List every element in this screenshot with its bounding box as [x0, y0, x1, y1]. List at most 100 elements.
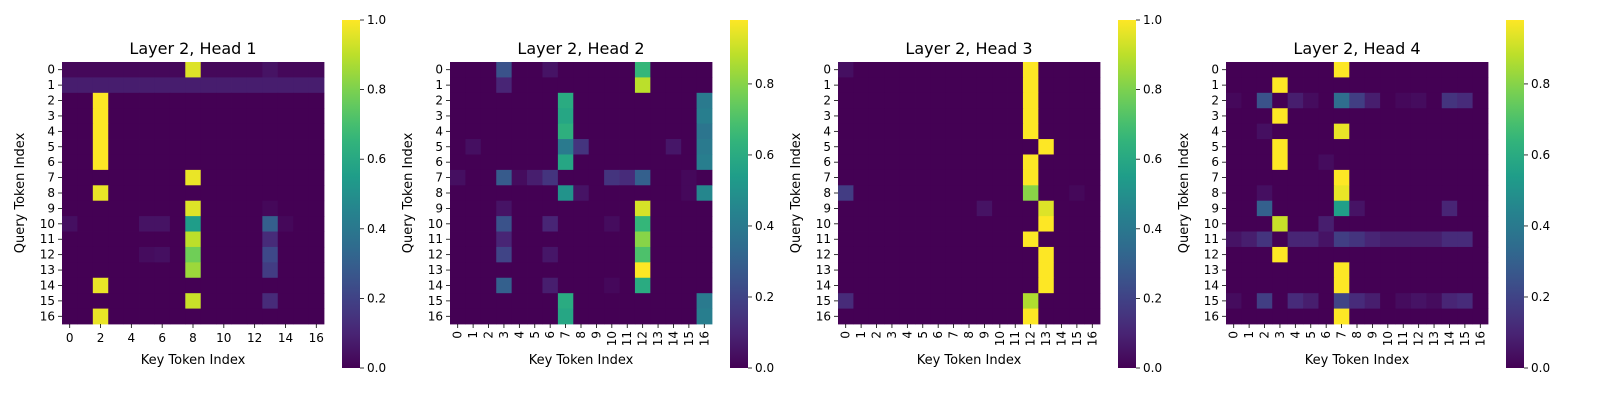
heatmap-cell: [1022, 200, 1039, 217]
heatmap-cell: [308, 216, 325, 232]
colorbar-tick-label: 0.0: [1143, 361, 1162, 375]
heatmap-cell: [1272, 123, 1289, 140]
heatmap-cell: [619, 293, 636, 309]
heatmap-cell: [1256, 293, 1273, 309]
heatmap-cell: [557, 293, 574, 309]
heatmap-cell: [480, 293, 497, 309]
heatmap-cell: [123, 139, 140, 155]
heatmap-cell: [1441, 262, 1458, 279]
heatmap-cell: [62, 246, 78, 263]
heatmap-cell: [185, 231, 202, 248]
heatmap-cell: [1364, 308, 1381, 325]
heatmap-cell: [1472, 308, 1489, 325]
heatmap-cell: [200, 277, 217, 294]
y-tick-label: 4: [823, 124, 831, 138]
heatmap-cell: [1380, 108, 1396, 125]
heatmap-cell: [1226, 262, 1242, 279]
heatmap-cell: [1007, 77, 1024, 94]
heatmap-cell: [465, 62, 482, 78]
heatmap-cell: [200, 200, 217, 217]
y-tick-label: 1: [435, 78, 443, 92]
heatmap-cell: [838, 185, 854, 202]
heatmap-cell: [1380, 154, 1396, 171]
x-tick-label: 12: [1412, 331, 1426, 346]
heatmap-cell: [108, 262, 125, 279]
heatmap-cell: [884, 308, 901, 325]
heatmap-cell: [139, 200, 155, 217]
heatmap-cell: [1364, 277, 1381, 294]
heatmap-cell: [62, 92, 78, 109]
heatmap-cell: [123, 123, 140, 140]
heatmap-cell: [1256, 77, 1273, 94]
x-tick-label: 8: [962, 331, 976, 339]
heatmap-cell: [123, 92, 140, 109]
y-tick-label: 13: [428, 263, 443, 277]
heatmap-cell: [976, 262, 993, 279]
heatmap-cell: [930, 108, 947, 125]
heatmap-cell: [915, 231, 931, 248]
heatmap-cell: [838, 293, 854, 309]
heatmap-cell: [154, 154, 171, 171]
heatmap-cell: [1457, 77, 1473, 94]
heatmap-cell: [884, 77, 901, 94]
heatmap-cell: [1303, 139, 1319, 155]
heatmap-cell: [293, 77, 309, 94]
heatmap-cell: [216, 200, 232, 217]
heatmap-cell: [665, 262, 682, 279]
heatmap-cell: [77, 108, 94, 125]
y-tick-label: 8: [823, 186, 831, 200]
heatmap-cell: [961, 293, 978, 309]
heatmap-cell: [634, 262, 651, 279]
heatmap-cell: [511, 200, 528, 217]
heatmap-cell: [1241, 200, 1258, 217]
heatmap-cell: [496, 92, 513, 109]
heatmap-cell: [480, 139, 497, 155]
heatmap-cell: [1069, 139, 1085, 155]
x-tick-label: 3: [885, 331, 899, 339]
heatmap-cell: [1287, 62, 1304, 78]
heatmap-cell: [1256, 216, 1273, 232]
y-axis-label: Query Token Index: [13, 132, 28, 253]
heatmap-cell: [1426, 108, 1443, 125]
heatmap-cell: [868, 231, 885, 248]
heatmap-cell: [231, 139, 248, 155]
heatmap-cell: [1084, 154, 1101, 171]
heatmap-cell: [1364, 154, 1381, 171]
heatmap-cell: [588, 231, 605, 248]
heatmap-cell: [1053, 262, 1070, 279]
heatmap-cell: [557, 108, 574, 125]
heatmap-cell: [1287, 277, 1304, 294]
heatmap-cell: [308, 123, 325, 140]
heatmap-cell: [246, 169, 263, 186]
heatmap-cell: [1069, 108, 1085, 125]
heatmap-cell: [1084, 92, 1101, 109]
y-tick-label: 14: [40, 278, 55, 292]
heatmap-cell: [1318, 277, 1335, 294]
heatmap-cell: [1441, 308, 1458, 325]
heatmap-cell: [169, 308, 186, 325]
heatmap-cell: [246, 123, 263, 140]
heatmap-cell: [1426, 185, 1443, 202]
heatmap-cell: [1084, 277, 1101, 294]
heatmap-cell: [108, 77, 125, 94]
heatmap-cell: [1395, 139, 1412, 155]
heatmap-cell: [246, 231, 263, 248]
heatmap-cell: [1364, 200, 1381, 217]
heatmap-cell: [480, 77, 497, 94]
heatmap-cell: [231, 108, 248, 125]
heatmap-cell: [1287, 154, 1304, 171]
heatmap-cell: [1287, 139, 1304, 155]
heatmap-cell: [1053, 169, 1070, 186]
heatmap-cell: [1333, 216, 1350, 232]
heatmap-cell: [62, 123, 78, 140]
x-tick-label: 11: [1396, 331, 1410, 346]
heatmap-cell: [992, 123, 1008, 140]
heatmap-cell: [1053, 92, 1070, 109]
heatmap-cell: [465, 92, 482, 109]
heatmap-cell: [899, 277, 916, 294]
heatmap-cell: [511, 169, 528, 186]
heatmap-cell: [123, 169, 140, 186]
heatmap-cell: [992, 216, 1008, 232]
heatmap-cell: [496, 200, 513, 217]
heatmap-cell: [930, 139, 947, 155]
